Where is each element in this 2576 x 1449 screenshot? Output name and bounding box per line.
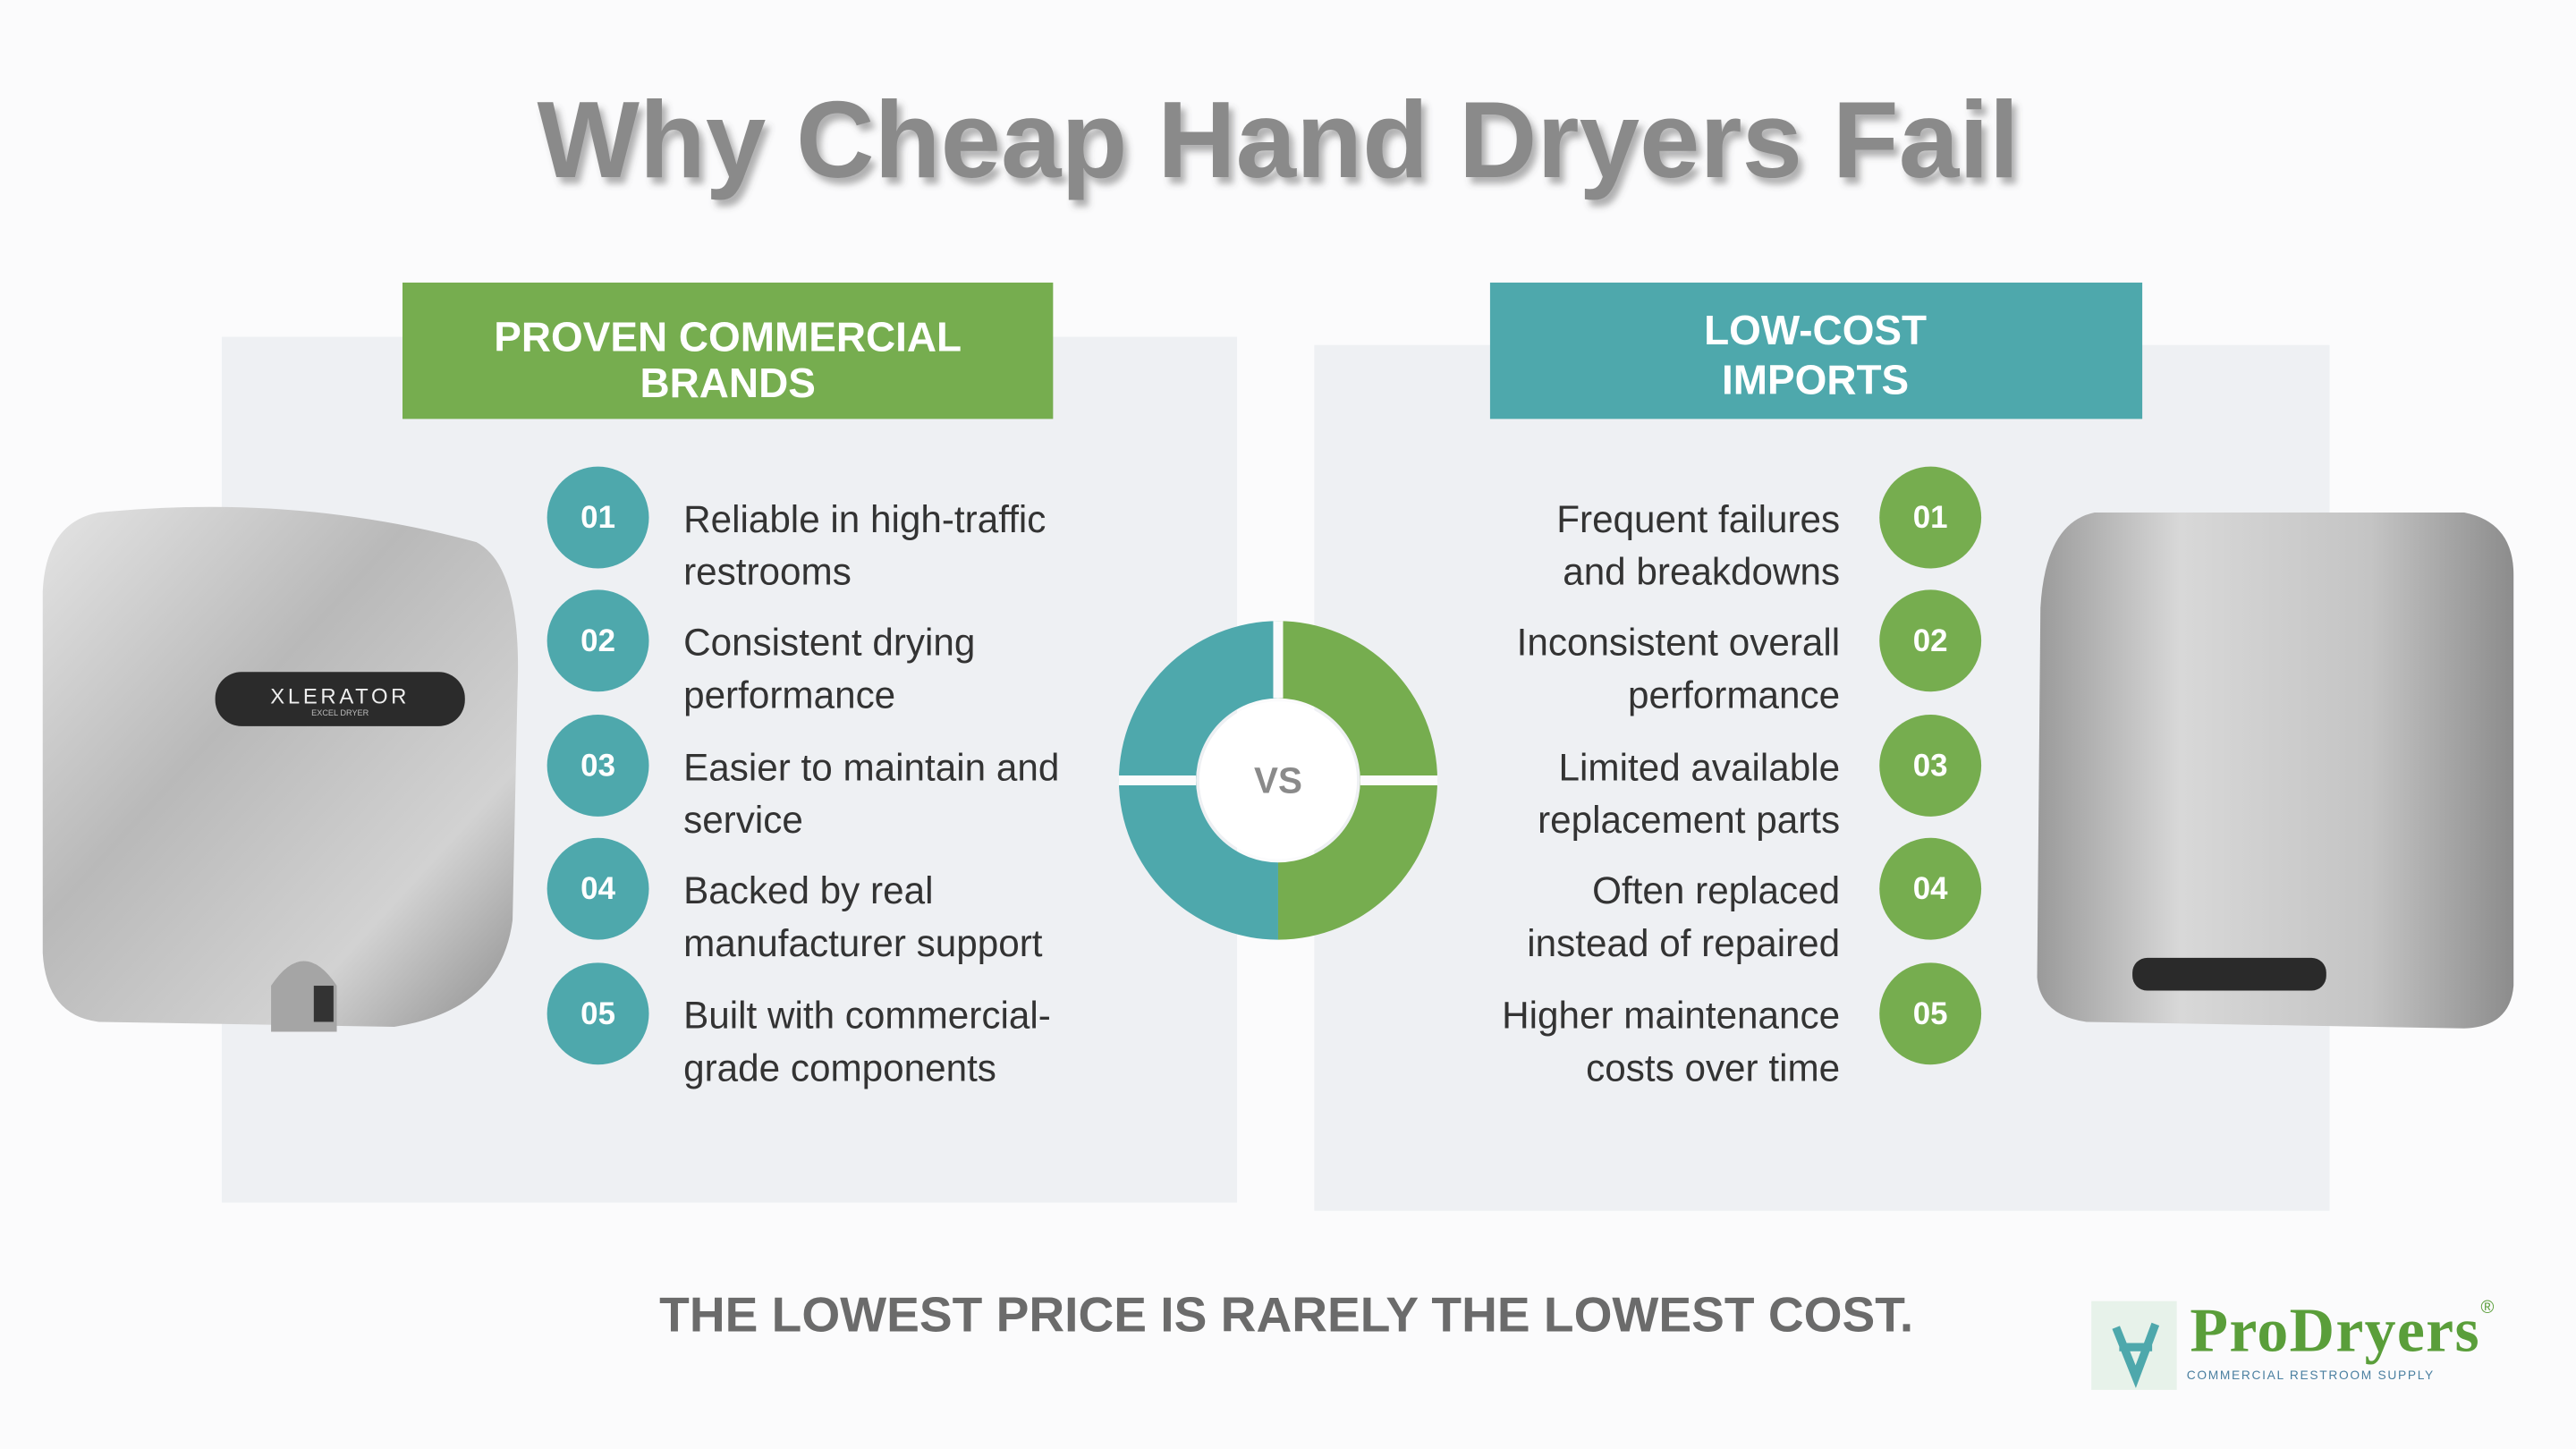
- product-sublabel: EXCEL DRYER: [311, 708, 369, 717]
- item-text: Reliable in high-traffic: [683, 498, 1046, 540]
- item-text: service: [683, 799, 803, 841]
- item-text: Often replaced: [1592, 869, 1840, 911]
- left-header: [402, 282, 1054, 419]
- item-text: grade components: [683, 1046, 996, 1089]
- item-text: performance: [683, 674, 895, 716]
- item-text: Consistent drying: [683, 622, 975, 664]
- item-number: 05: [580, 996, 615, 1031]
- left-heading: PROVEN COMMERCIAL: [494, 314, 962, 360]
- number-badge: [547, 837, 649, 940]
- logo-subtitle: COMMERCIAL RESTROOM SUPPLY: [2187, 1368, 2434, 1382]
- number-badge: [1879, 837, 1982, 940]
- premium-dryer: [42, 506, 519, 1032]
- number-badge: [547, 962, 649, 1065]
- number-badge: [1879, 589, 1982, 692]
- right-header: [1489, 282, 2143, 419]
- item-text: performance: [1628, 674, 1840, 716]
- number-badge: [1879, 962, 1982, 1065]
- item-text: and breakdowns: [1563, 551, 1840, 593]
- vs-ring: [1118, 621, 1438, 940]
- item-number: 04: [580, 871, 615, 906]
- item-text: costs over time: [1586, 1046, 1840, 1089]
- number-badge: [547, 466, 649, 569]
- product-label: XLERATOR: [270, 684, 410, 708]
- item-text: Frequent failures: [1556, 498, 1840, 540]
- title: Why Cheap Hand Dryers Fail: [537, 79, 2019, 200]
- logo-name: ProDryers: [2190, 1296, 2479, 1365]
- item-text: replacement parts: [1538, 799, 1840, 841]
- item-number: 03: [1913, 748, 1948, 783]
- left-heading: BRANDS: [640, 360, 815, 406]
- logo-icon: [2091, 1301, 2177, 1390]
- number-badge: [1879, 466, 1982, 569]
- item-text: restrooms: [683, 551, 852, 593]
- item-text: manufacturer support: [683, 922, 1043, 964]
- vs-label: VS: [1254, 759, 1302, 801]
- number-badge: [547, 714, 649, 817]
- number-badge: [1879, 714, 1982, 817]
- import-dryer: [2037, 513, 2514, 1029]
- item-text: Backed by real: [683, 869, 933, 911]
- number-badge: [547, 589, 649, 692]
- right-heading: IMPORTS: [1722, 356, 1909, 402]
- logo-mark: ®: [2480, 1298, 2494, 1318]
- item-text: Easier to maintain and: [683, 746, 1059, 788]
- item-text: instead of repaired: [1527, 922, 1840, 964]
- right-heading: LOW-COST: [1704, 307, 1927, 353]
- item-text: Inconsistent overall: [1517, 622, 1841, 664]
- item-text: Built with commercial-: [683, 995, 1051, 1037]
- item-number: 05: [1913, 996, 1948, 1031]
- item-number: 04: [1913, 871, 1948, 906]
- item-number: 01: [1913, 500, 1948, 535]
- tagline: THE LOWEST PRICE IS RARELY THE LOWEST CO…: [659, 1286, 1913, 1342]
- item-number: 03: [580, 748, 615, 783]
- item-number: 02: [1913, 623, 1948, 658]
- item-text: Higher maintenance: [1502, 995, 1840, 1037]
- item-text: Limited available: [1559, 746, 1841, 788]
- item-number: 02: [580, 623, 615, 658]
- item-number: 01: [580, 500, 615, 535]
